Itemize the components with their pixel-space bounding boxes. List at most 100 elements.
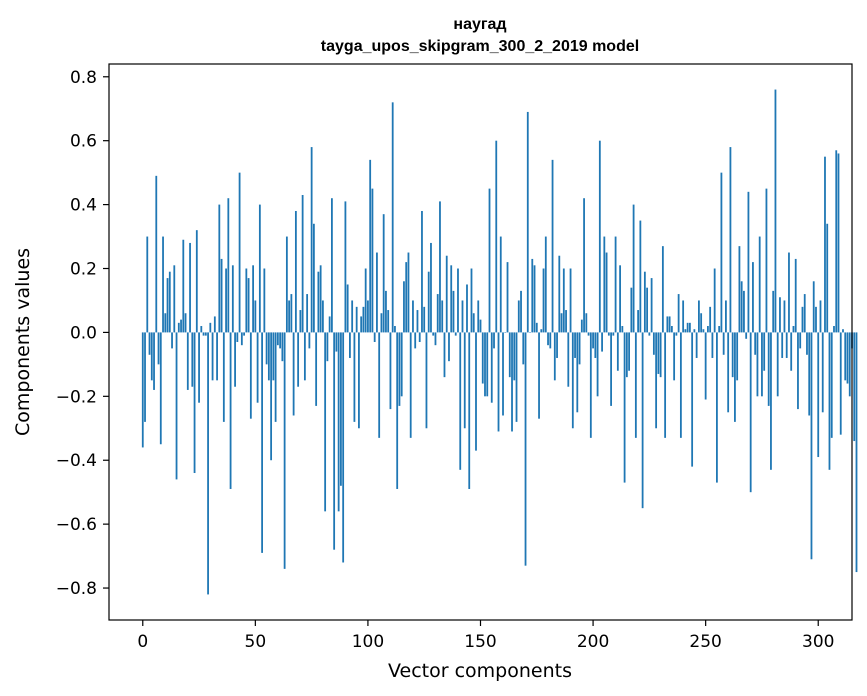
bar-279: [770, 332, 772, 470]
bar-25: [198, 332, 200, 403]
bar-285: [783, 300, 786, 333]
bar-255: [716, 332, 718, 483]
bar-109: [387, 310, 390, 333]
bar-243: [688, 322, 691, 333]
bar-2: [146, 236, 149, 333]
bar-221: [639, 220, 642, 333]
bar-257: [720, 172, 723, 333]
bar-157: [495, 140, 498, 333]
bar-11: [166, 278, 169, 333]
bar-66: [290, 294, 293, 333]
bar-174: [533, 265, 536, 333]
bar-78: [317, 271, 320, 333]
bar-120: [412, 300, 414, 333]
bar-104: [376, 252, 378, 333]
bar-284: [781, 332, 784, 358]
bar-213: [621, 326, 624, 333]
bar-228: [655, 332, 658, 429]
bar-99: [364, 268, 367, 333]
bar-74: [308, 332, 311, 349]
bar-313: [846, 332, 849, 384]
bar-69: [297, 332, 300, 387]
bar-16: [177, 322, 180, 333]
bar-235: [670, 326, 673, 333]
bar-265: [738, 246, 741, 333]
bar-275: [761, 332, 763, 397]
bar-29: [207, 332, 209, 595]
bar-38: [227, 198, 230, 333]
bar-143: [463, 332, 466, 429]
bar-47: [247, 278, 250, 333]
bar-163: [508, 332, 511, 378]
bar-204: [601, 332, 603, 352]
x-tick-label: 200: [577, 632, 609, 652]
bar-123: [418, 332, 421, 342]
bar-240: [682, 300, 685, 333]
bar-197: [585, 313, 588, 333]
bar-185: [558, 255, 561, 333]
bar-251: [707, 326, 709, 333]
bar-300: [817, 332, 820, 458]
bar-201: [594, 332, 597, 358]
bar-28: [204, 332, 207, 336]
bar-269: [747, 191, 750, 333]
bar-152: [484, 332, 486, 397]
bar-170: [524, 332, 527, 566]
bar-23: [193, 332, 196, 474]
bar-245: [693, 329, 696, 333]
bar-121: [414, 332, 417, 349]
bar-15: [175, 332, 178, 480]
bar-14: [173, 265, 176, 333]
bar-158: [497, 332, 500, 432]
bar-177: [540, 329, 543, 333]
bar-215: [625, 332, 628, 378]
bar-35: [220, 258, 223, 333]
bar-115: [400, 332, 403, 397]
bar-33: [216, 332, 218, 381]
bar-209: [612, 332, 615, 336]
bar-311: [842, 329, 844, 333]
bar-40: [231, 265, 234, 333]
bar-186: [560, 313, 563, 333]
bar-298: [812, 281, 815, 333]
bar-167: [517, 300, 520, 333]
bar-208: [610, 332, 612, 406]
bar-316: [853, 332, 856, 442]
bar-283: [779, 297, 781, 333]
bar-296: [808, 332, 811, 416]
bar-203: [598, 140, 601, 333]
bar-107: [382, 214, 385, 333]
bar-297: [810, 332, 813, 560]
bar-261: [729, 147, 732, 333]
bar-304: [826, 223, 829, 333]
bar-134: [443, 332, 446, 378]
bar-254: [713, 268, 716, 333]
bar-58: [272, 332, 275, 381]
bar-76: [312, 223, 315, 333]
bar-63: [283, 332, 286, 569]
bar-96: [358, 332, 360, 429]
bar-19: [184, 313, 187, 333]
bar-3: [148, 332, 151, 355]
bar-249: [702, 329, 705, 333]
bar-259: [725, 300, 727, 333]
bar-71: [301, 195, 304, 333]
bar-176: [538, 332, 540, 419]
bar-253: [711, 332, 714, 358]
bar-246: [695, 332, 698, 358]
bar-80: [321, 300, 324, 333]
bar-85: [333, 332, 336, 550]
bar-239: [679, 332, 682, 438]
bar-305: [828, 332, 831, 470]
bar-226: [650, 278, 653, 333]
bar-212: [619, 265, 621, 333]
bar-20: [186, 332, 189, 390]
bar-154: [488, 188, 491, 333]
bars-group: [141, 89, 858, 595]
bar-106: [380, 313, 383, 333]
bar-83: [328, 316, 331, 333]
bar-301: [819, 300, 822, 333]
bar-144: [466, 284, 468, 333]
bar-196: [583, 198, 585, 333]
